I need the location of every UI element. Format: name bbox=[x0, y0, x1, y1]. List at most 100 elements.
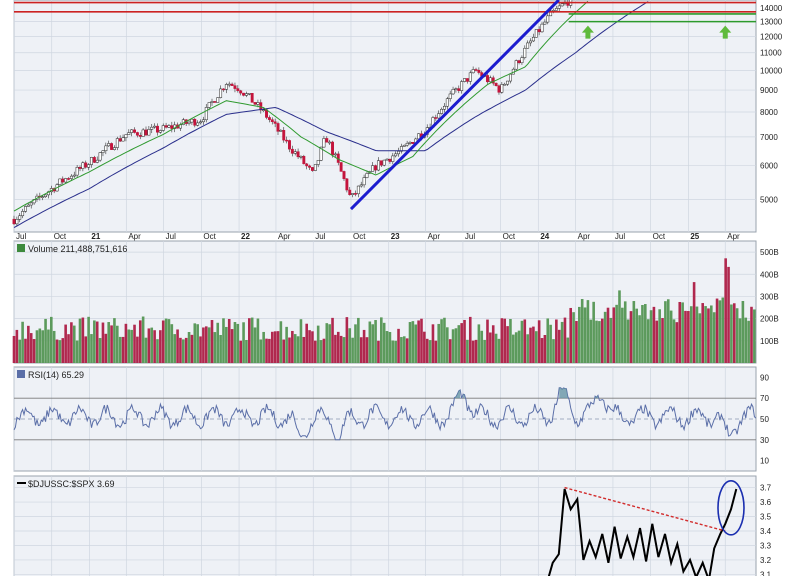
volume-bar bbox=[38, 328, 42, 363]
volume-bar bbox=[695, 306, 699, 363]
candle-body bbox=[101, 150, 105, 153]
volume-bar bbox=[70, 322, 73, 363]
candle-body bbox=[18, 215, 22, 220]
volume-bar bbox=[738, 318, 742, 363]
candle-body bbox=[199, 121, 202, 124]
candle-body bbox=[457, 88, 461, 91]
candle-body bbox=[351, 193, 355, 195]
x-tick-label: Apr bbox=[428, 232, 441, 241]
volume-bar bbox=[138, 320, 142, 363]
candle-body bbox=[486, 75, 489, 83]
volume-bar bbox=[405, 338, 409, 363]
rsi-tick-label: 50 bbox=[760, 415, 769, 424]
volume-bar bbox=[712, 312, 716, 363]
price-tick-label: 10000 bbox=[760, 66, 783, 75]
volume-bar bbox=[210, 320, 214, 363]
x-tick-label: Oct bbox=[503, 232, 516, 241]
volume-bar bbox=[741, 301, 745, 363]
volume-bar bbox=[672, 319, 676, 363]
volume-bar bbox=[710, 305, 713, 363]
volume-bar bbox=[555, 319, 558, 363]
volume-bar bbox=[615, 304, 618, 363]
candle-body bbox=[296, 151, 300, 158]
volume-bar bbox=[308, 330, 311, 363]
x-tick-label: Apr bbox=[278, 232, 291, 241]
volume-bar bbox=[549, 324, 552, 363]
x-tick-label: Oct bbox=[203, 232, 216, 241]
candle-body bbox=[463, 78, 466, 82]
volume-bar bbox=[27, 325, 30, 363]
candle-body bbox=[26, 204, 30, 207]
volume-bar bbox=[184, 337, 188, 363]
volume-bar bbox=[520, 320, 524, 363]
volume-bar bbox=[644, 304, 647, 363]
candle-body bbox=[526, 42, 530, 49]
volume-bar bbox=[678, 301, 682, 363]
volume-bar bbox=[578, 306, 581, 363]
volume-bar bbox=[173, 334, 176, 363]
candle-body bbox=[394, 153, 398, 157]
candle-body bbox=[302, 156, 306, 165]
volume-bar bbox=[417, 320, 420, 363]
candle-body bbox=[442, 105, 446, 110]
volume-bar bbox=[302, 336, 306, 363]
candle-body bbox=[61, 178, 65, 183]
highlight-circle bbox=[717, 480, 745, 536]
volume-bar bbox=[735, 308, 739, 363]
volume-bar bbox=[104, 333, 108, 363]
price-tick-label: 5000 bbox=[760, 196, 778, 205]
volume-bar bbox=[147, 328, 151, 363]
volume-bar bbox=[116, 325, 119, 363]
rsi-label: RSI(14) 65.29 bbox=[28, 370, 84, 380]
candle-body bbox=[233, 85, 237, 89]
candle-body bbox=[201, 119, 205, 123]
candle-body bbox=[95, 159, 99, 163]
ratio-tick-label: 3.4 bbox=[760, 527, 772, 536]
volume-bar bbox=[557, 329, 561, 363]
volume-bar bbox=[368, 321, 372, 363]
volume-bar bbox=[248, 318, 251, 363]
x-tick-label: Apr bbox=[128, 232, 141, 241]
x-tick-label: Apr bbox=[578, 232, 591, 241]
candle-body bbox=[549, 10, 553, 17]
price-tick-label: 11000 bbox=[760, 49, 782, 58]
volume-bar bbox=[159, 330, 162, 363]
volume-bar bbox=[400, 337, 403, 363]
volume-bar bbox=[666, 299, 670, 363]
candle-body bbox=[434, 117, 438, 119]
volume-bar bbox=[64, 324, 67, 363]
candle-body bbox=[256, 102, 260, 105]
candle-body bbox=[488, 77, 492, 83]
volume-bar bbox=[600, 318, 604, 363]
candle-body bbox=[310, 167, 314, 171]
candle-body bbox=[471, 69, 475, 74]
volume-bar bbox=[718, 300, 722, 363]
x-tick-label: Apr bbox=[727, 232, 740, 241]
volume-bar bbox=[503, 318, 507, 363]
candle-body bbox=[147, 129, 151, 136]
candle-body bbox=[506, 80, 510, 85]
volume-bar bbox=[170, 324, 174, 363]
volume-bar bbox=[388, 332, 392, 363]
volume-bar bbox=[563, 317, 567, 363]
candle-body bbox=[333, 153, 337, 156]
candle-body bbox=[376, 160, 380, 171]
volume-bar bbox=[612, 307, 616, 363]
candle-body bbox=[285, 139, 289, 142]
candle-body bbox=[87, 164, 91, 168]
candle-body bbox=[379, 160, 383, 166]
volume-bar bbox=[32, 339, 36, 363]
volume-legend-swatch bbox=[17, 244, 25, 252]
candle-body bbox=[397, 151, 400, 155]
candle-body bbox=[104, 145, 108, 152]
volume-bar bbox=[692, 282, 696, 363]
volume-bar bbox=[314, 340, 317, 363]
volume-bar bbox=[652, 306, 656, 363]
volume-bar bbox=[334, 334, 337, 363]
volume-bar bbox=[44, 318, 47, 363]
axis-labels: Jul Oct 21 Apr Jul Oct 22 Apr Jul Oct 23 Apr Jul Oct 2… bbox=[16, 4, 783, 580]
volume-bar bbox=[29, 333, 33, 363]
volume-bar bbox=[506, 326, 509, 363]
volume-bar bbox=[293, 334, 297, 363]
candle-body bbox=[190, 118, 194, 123]
